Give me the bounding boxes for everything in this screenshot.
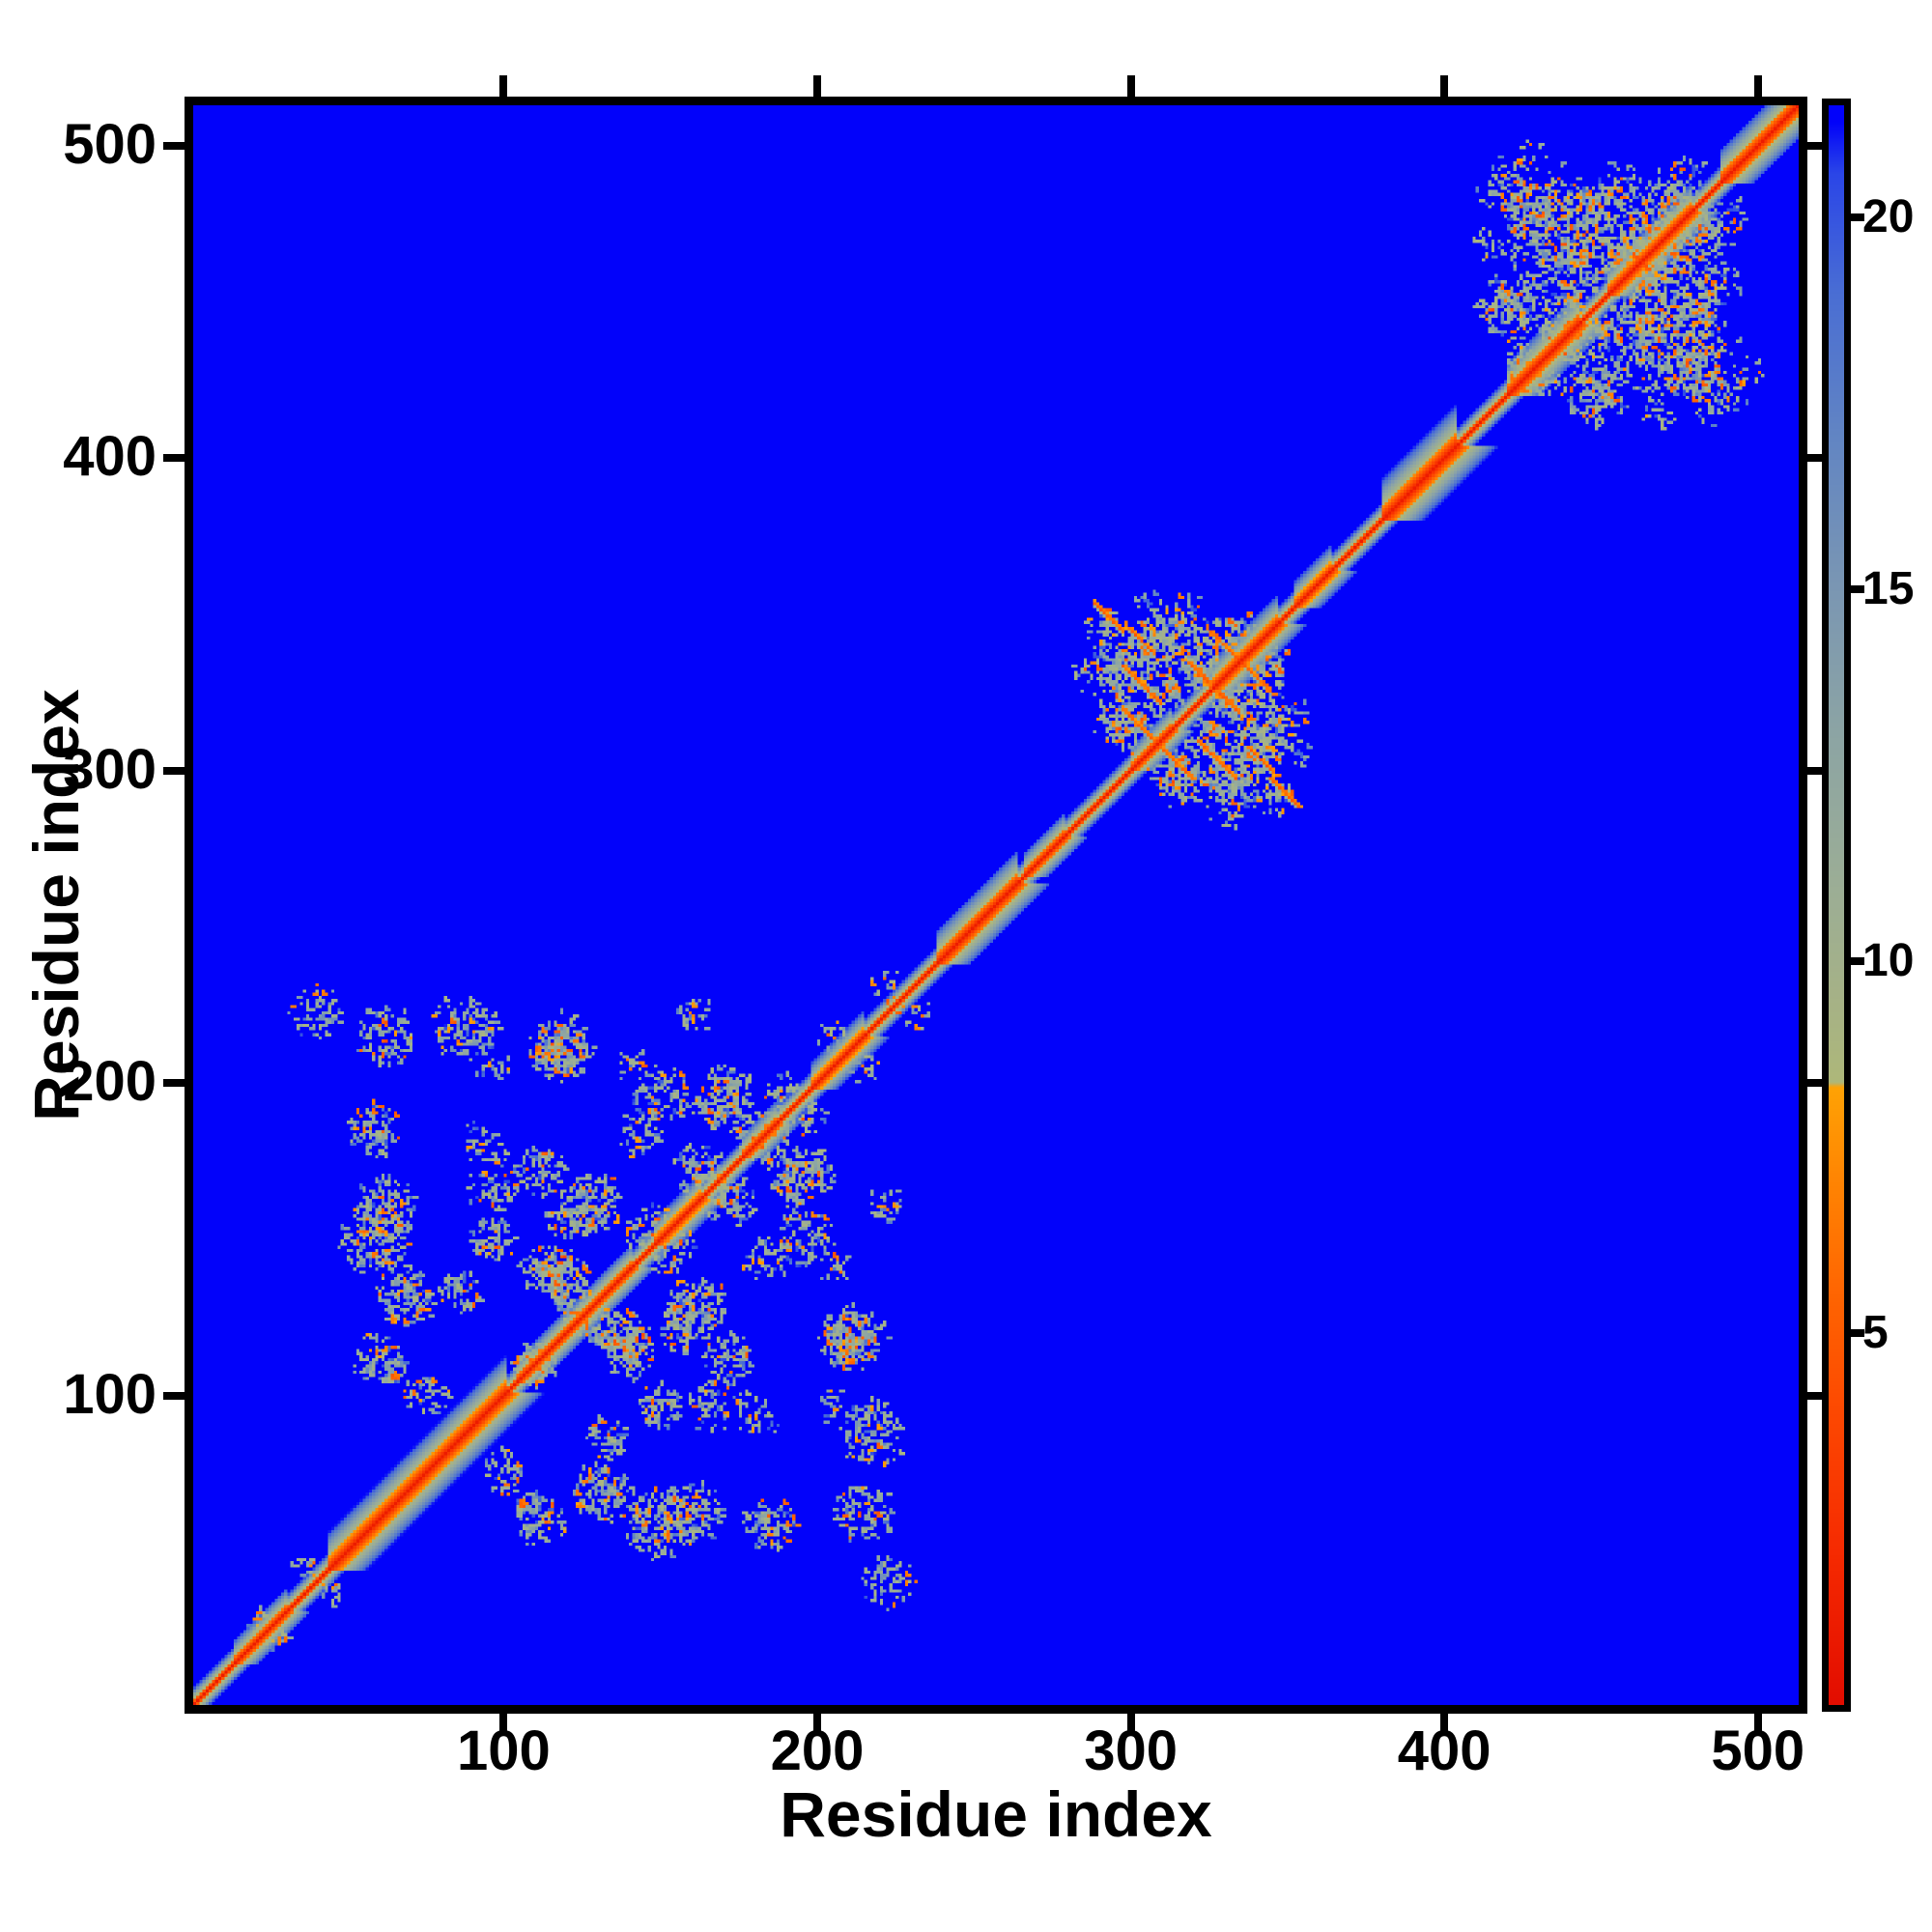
x-tick-label: 100 <box>456 1719 551 1782</box>
x-tick-bottom <box>812 1714 821 1735</box>
colorbar <box>1822 99 1851 1712</box>
x-axis-label: Residue index <box>780 1778 1212 1850</box>
colorbar-tick <box>1851 956 1864 965</box>
y-tick-label: 100 <box>63 1362 156 1426</box>
y-tick-left <box>163 1079 185 1088</box>
y-tick-label: 200 <box>63 1050 156 1114</box>
x-tick-bottom <box>1126 1714 1135 1735</box>
x-tick-bottom <box>1440 1714 1449 1735</box>
y-tick-right <box>1807 142 1829 151</box>
colorbar-tick <box>1851 584 1864 593</box>
x-tick-top <box>499 75 508 97</box>
colorbar-tick-label: 20 <box>1862 190 1915 242</box>
y-tick-right <box>1807 1079 1829 1088</box>
x-tick-label: 200 <box>770 1719 865 1782</box>
heatmap-plot-area <box>185 97 1807 1714</box>
colorbar-tick-label: 15 <box>1862 562 1915 614</box>
y-tick-left <box>163 1391 185 1400</box>
colorbar-canvas <box>1829 105 1844 1705</box>
colorbar-tick-label: 5 <box>1862 1306 1889 1358</box>
x-tick-bottom <box>499 1714 508 1735</box>
colorbar-tick <box>1851 213 1864 221</box>
y-tick-left <box>163 766 185 775</box>
colorbar-tick-label: 10 <box>1862 934 1915 986</box>
y-tick-right <box>1807 766 1829 775</box>
y-tick-left <box>163 454 185 463</box>
x-tick-top <box>812 75 821 97</box>
x-tick-label: 300 <box>1084 1719 1178 1782</box>
y-tick-label: 400 <box>63 425 156 489</box>
colorbar-tick <box>1851 1328 1864 1337</box>
x-tick-label: 500 <box>1711 1719 1805 1782</box>
x-tick-label: 400 <box>1397 1719 1492 1782</box>
heatmap-canvas <box>193 105 1799 1705</box>
x-tick-top <box>1440 75 1449 97</box>
y-tick-label: 500 <box>63 113 156 177</box>
x-tick-top <box>1126 75 1135 97</box>
y-tick-right <box>1807 454 1829 463</box>
y-tick-label: 300 <box>63 737 156 801</box>
x-tick-top <box>1753 75 1762 97</box>
y-tick-left <box>163 142 185 151</box>
y-tick-right <box>1807 1391 1829 1400</box>
x-tick-bottom <box>1753 1714 1762 1735</box>
